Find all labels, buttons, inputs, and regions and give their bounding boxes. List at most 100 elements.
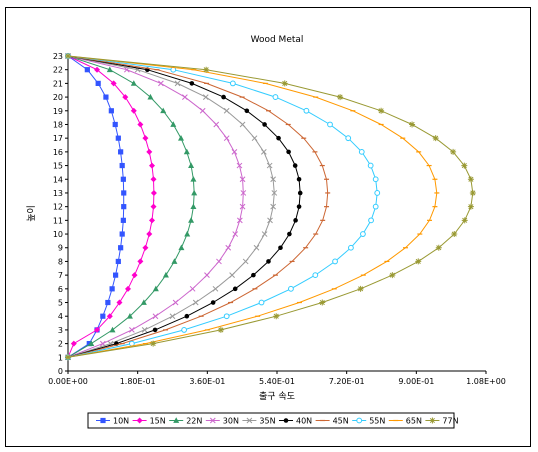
chart-title: Wood Metal [251, 35, 304, 45]
data-point-30N [189, 285, 196, 292]
data-point-10N [119, 231, 125, 237]
data-point-55N [348, 244, 354, 251]
data-point-77N [432, 135, 439, 142]
data-point-40N [251, 272, 256, 278]
legend-item-35N: 35N [242, 417, 276, 426]
data-point-30N [216, 258, 222, 265]
legend-item-77N: 77N [425, 417, 459, 426]
data-point-10N [112, 121, 118, 128]
legend-marker [173, 417, 180, 423]
data-point-22N [170, 121, 177, 127]
data-point-15N [116, 299, 123, 306]
data-point-40N [152, 327, 158, 333]
data-point-55N [368, 217, 374, 224]
data-point-77N [357, 285, 364, 292]
x-tick-label: 9.00E-01 [398, 377, 434, 386]
data-point-77N [451, 231, 458, 238]
y-tick-label: 7 [58, 271, 63, 280]
data-point-40N [262, 122, 267, 127]
data-point-35N [223, 107, 230, 114]
data-point-40N [189, 81, 195, 86]
y-tick-label: 5 [58, 299, 63, 308]
y-tick-label: 4 [58, 312, 63, 321]
data-point-30N [236, 217, 243, 224]
data-point-22N [184, 230, 191, 237]
data-point-55N [303, 107, 310, 114]
data-point-35N [242, 258, 249, 265]
data-point-30N [199, 107, 206, 114]
y-tick-label: 13 [53, 189, 63, 198]
series-10N [65, 53, 127, 360]
data-point-40N [266, 259, 271, 264]
data-point-30N [240, 190, 247, 196]
legend-marker [356, 417, 363, 424]
y-tick-label: 15 [53, 162, 63, 171]
series-65N [65, 55, 440, 358]
data-point-77N [337, 94, 344, 101]
data-point-55N [374, 190, 381, 196]
y-tick-label: 20 [53, 93, 63, 102]
data-point-77N [217, 326, 224, 333]
y-tick-label: 21 [53, 79, 63, 88]
data-point-55N [327, 121, 333, 128]
y-tick-label: 6 [58, 285, 63, 294]
y-axis-label: 높이 [26, 205, 37, 222]
data-point-22N [190, 176, 197, 182]
data-point-10N [120, 217, 126, 223]
y-tick-label: 11 [53, 216, 63, 225]
data-point-55N [372, 203, 379, 210]
data-point-55N [272, 94, 279, 100]
data-point-22N [171, 258, 178, 264]
data-point-22N [183, 148, 190, 155]
data-point-10N [84, 67, 90, 73]
data-point-15N [122, 94, 129, 101]
data-point-15N [150, 203, 157, 210]
data-point-77N [281, 80, 288, 87]
data-point-35N [169, 313, 176, 320]
data-point-10N [108, 108, 114, 114]
data-point-35N [192, 299, 199, 306]
data-point-30N [239, 176, 246, 183]
legend-marker [100, 417, 106, 424]
data-point-15N [131, 272, 138, 279]
data-point-35N [267, 217, 273, 224]
data-point-77N [65, 53, 71, 59]
data-point-40N [210, 300, 216, 305]
data-point-22N [188, 217, 195, 223]
data-point-30N [223, 135, 230, 142]
y-tick-label: 2 [58, 340, 63, 349]
series-35N [65, 53, 278, 361]
legend-marker [429, 417, 436, 424]
legend-label: 45N [333, 417, 349, 426]
legend-item-15N: 15N [132, 417, 166, 426]
legend-label: 35N [259, 417, 275, 426]
data-point-22N [191, 189, 198, 196]
data-point-10N [115, 135, 121, 141]
data-point-40N [287, 231, 292, 237]
series-line-22N [67, 55, 195, 358]
data-point-30N [213, 121, 220, 128]
y-tick-label: 23 [53, 52, 63, 61]
data-point-30N [239, 203, 246, 210]
data-point-55N [312, 272, 319, 279]
data-point-15N [110, 80, 117, 87]
data-point-15N [130, 107, 137, 114]
data-point-35N [260, 149, 267, 155]
data-point-30N [232, 231, 239, 237]
data-point-10N [118, 149, 124, 155]
y-tick-label: 8 [58, 257, 63, 266]
data-point-15N [137, 258, 144, 265]
data-point-15N [70, 340, 77, 347]
data-point-10N [121, 204, 127, 210]
data-point-40N [293, 218, 298, 223]
data-point-15N [124, 285, 131, 292]
data-point-35N [212, 285, 219, 292]
data-point-35N [266, 162, 273, 169]
series-line-15N [67, 55, 155, 358]
data-point-30N [204, 272, 210, 278]
data-point-55N [360, 231, 366, 237]
data-point-22N [178, 244, 185, 251]
data-point-77N [435, 244, 442, 251]
data-point-15N [148, 162, 155, 169]
y-tick-label: 16 [53, 148, 63, 157]
